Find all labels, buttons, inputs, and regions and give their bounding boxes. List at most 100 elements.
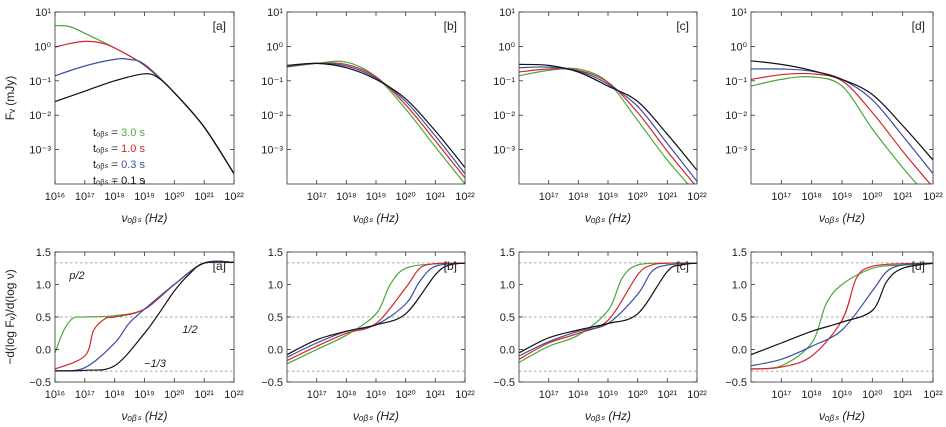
series-group (55, 25, 234, 174)
series-line-t1.0 (287, 62, 465, 179)
series-group (519, 63, 697, 184)
x-tick-label: 10¹⁸ (104, 389, 125, 401)
x-tick-label: 10¹⁶ (45, 191, 65, 203)
x-axis-label: νₒᵦₛ (Hz) (819, 409, 865, 423)
x-tick-label: 10²¹ (658, 191, 678, 203)
series-group (751, 60, 933, 184)
y-tick-label: 10¹ (267, 7, 283, 19)
chart-panel-bottom-2: 10¹⁷ 10¹⁸ 10¹⁹ 10²⁰ 10²¹ 10²² −0.5 0.0 0.5 1.0 1.5… (261, 247, 475, 423)
x-axis-label: νₒᵦₛ (Hz) (585, 409, 631, 423)
series-group (287, 262, 465, 365)
y-tick-label: 0.0 (36, 345, 51, 357)
x-tick-label: 10²⁰ (396, 191, 417, 203)
x-tick-label: 10¹⁸ (336, 389, 357, 401)
legend-key: tₒᵦₛ = (93, 127, 121, 139)
x-tick-label: 10¹⁷ (771, 389, 791, 401)
x-tick-label: 10²¹ (893, 389, 913, 401)
series-line-t0.1 (751, 60, 933, 161)
x-tick-label: 10¹⁹ (366, 191, 387, 203)
x-tick-label: 10²⁰ (396, 389, 417, 401)
legend-entry: tₒᵦₛ = 1.0 s (93, 143, 145, 155)
series-group (55, 260, 234, 372)
y-tick-label: 10⁻² (29, 110, 51, 122)
series-line-t0.3 (751, 262, 933, 367)
series-line-t3.0 (287, 262, 465, 365)
panel-label: [b] (444, 259, 457, 273)
legend-entry: tₒᵦₛ = 0.3 s (93, 159, 145, 171)
series-line-t0.1 (751, 262, 933, 356)
series-line-t1.0 (751, 72, 931, 184)
x-tick-label: 10¹⁶ (45, 389, 65, 401)
series-line-t3.0 (751, 263, 933, 370)
x-tick-label: 10²⁰ (164, 191, 185, 203)
chart-panel-top-2: 10¹⁷ 10¹⁸ 10¹⁹ 10²⁰ 10²¹ 10²² 10⁻³ 10⁻² 10⁻¹ 10⁰ 1… (261, 7, 475, 225)
chart-panel-top-3: 10¹⁷ 10¹⁸ 10¹⁹ 10²⁰ 10²¹ 10²² 10⁻³ 10⁻² 10⁻¹ 10⁰ 1… (493, 7, 707, 225)
x-tick-label: 10¹⁷ (539, 389, 559, 401)
y-tick-label: 0.5 (268, 312, 283, 324)
y-tick-label: −0.5 (725, 377, 747, 389)
chart-panel-bottom-3: 10¹⁷ 10¹⁸ 10¹⁹ 10²⁰ 10²¹ 10²² −0.5 0.0 0.5 1.0 1.5… (493, 247, 707, 423)
y-axis-label: Fᵥ (mJy) (3, 76, 17, 121)
series-line-t0.3 (55, 58, 234, 174)
x-tick-label: 10²² (455, 191, 475, 203)
series-group (519, 262, 697, 364)
x-axis-label: νₒᵦₛ (Hz) (122, 211, 168, 225)
plot-frame (286, 11, 466, 185)
legend-key: tₒᵦₛ = (93, 159, 121, 171)
y-tick-label: 1.5 (268, 247, 283, 259)
x-tick-label: 10¹⁸ (801, 389, 822, 401)
x-tick-label: 10¹⁷ (307, 389, 327, 401)
panel-label: [b] (444, 19, 457, 33)
y-tick-label: 10⁻³ (493, 145, 515, 157)
x-tick-label: 10¹⁷ (307, 191, 327, 203)
reference-label: p/2 (68, 270, 84, 282)
x-tick-label: 10¹⁹ (366, 389, 387, 401)
y-tick-label: 10⁻¹ (493, 76, 515, 88)
y-tick-label: 0.0 (500, 345, 515, 357)
x-tick-label: 10²² (923, 389, 943, 401)
x-tick-label: 10²² (455, 389, 475, 401)
y-tick-label: 10⁻² (725, 110, 747, 122)
y-tick-label: 1.5 (36, 247, 51, 259)
y-tick-label: 10⁻¹ (29, 76, 51, 88)
y-tick-label: 10⁻² (261, 110, 283, 122)
x-tick-label: 10²⁰ (164, 389, 185, 401)
y-tick-label: 0.0 (732, 345, 747, 357)
series-line-t1.0 (519, 262, 697, 360)
series-line-t3.0 (519, 262, 697, 364)
series-group (751, 262, 933, 370)
y-tick-label: 10¹ (499, 7, 515, 19)
x-tick-label: 10²² (224, 389, 244, 401)
x-tick-label: 10¹⁸ (568, 191, 589, 203)
x-tick-label: 10¹⁸ (336, 191, 357, 203)
legend-key: tₒᵦₛ = (93, 175, 121, 187)
x-tick-label: 10²² (687, 389, 707, 401)
x-axis-label: νₒᵦₛ (Hz) (353, 409, 399, 423)
y-tick-label: 10⁻¹ (261, 76, 283, 88)
series-line-t1.0 (519, 68, 696, 184)
series-line-t0.3 (751, 68, 933, 174)
legend-value: 0.1 s (121, 175, 145, 187)
y-tick-label: 10⁻³ (261, 145, 283, 157)
x-tick-label: 10¹⁹ (598, 389, 619, 401)
legend-entry: tₒᵦₛ = 0.1 s (93, 175, 145, 187)
y-tick-label: 10⁰ (34, 41, 51, 53)
y-tick-label: 1.0 (500, 280, 515, 292)
x-tick-label: 10¹⁹ (832, 389, 853, 401)
x-tick-label: 10¹⁹ (134, 389, 155, 401)
x-tick-label: 10²¹ (426, 191, 446, 203)
y-tick-label: 10⁻³ (725, 145, 747, 157)
legend-value: 3.0 s (121, 127, 145, 139)
y-tick-label: 10⁻³ (29, 145, 51, 157)
y-tick-label: 1.0 (268, 280, 283, 292)
series-line-t0.1 (287, 262, 465, 356)
y-tick-label: 10¹ (731, 7, 747, 19)
x-tick-label: 10¹⁸ (568, 389, 589, 401)
y-tick-label: 10¹ (35, 7, 51, 19)
y-tick-label: 1.0 (36, 280, 51, 292)
y-tick-label: 0.5 (500, 312, 515, 324)
series-line-t0.1 (55, 261, 234, 372)
series-line-t1.0 (751, 262, 933, 370)
y-tick-label: 10⁰ (266, 41, 283, 53)
